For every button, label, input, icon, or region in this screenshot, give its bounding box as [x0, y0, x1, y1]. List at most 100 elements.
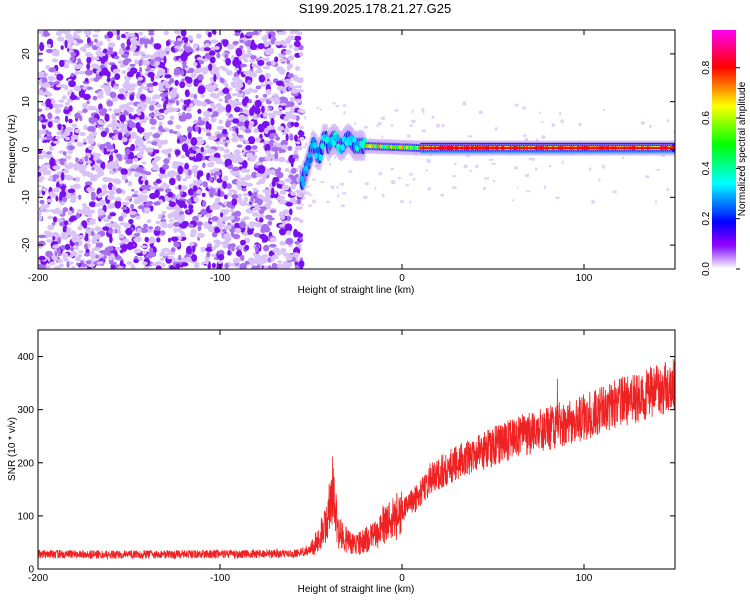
colorbar-band: [712, 113, 736, 117]
heatmap-cell: [238, 244, 244, 250]
heatmap-cell: [52, 216, 58, 223]
colorbar-band: [712, 33, 736, 37]
heatmap-cell: [362, 195, 368, 199]
colorbar-band: [712, 177, 736, 180]
heatmap-cell: [67, 145, 75, 151]
colorbar-band: [712, 147, 736, 151]
heatmap-cell: [169, 115, 175, 120]
heatmap-cell: [103, 86, 112, 91]
heatmap-cell: [172, 161, 178, 166]
heatmap-cell: [159, 139, 166, 145]
heatmap-cell: [283, 115, 290, 122]
heatmap-cell: [70, 198, 77, 204]
heatmap-cell: [73, 167, 80, 171]
heatmap-cell: [183, 99, 189, 105]
heatmap-cell: [239, 221, 246, 229]
heatmap-cell: [184, 162, 190, 171]
heatmap-cell: [259, 83, 268, 87]
heatmap-cell: [196, 173, 201, 180]
heatmap-cell: [176, 161, 184, 167]
heatmap-cell: [108, 132, 113, 138]
heatmap-cell: [39, 199, 45, 205]
heatmap-cell: [38, 167, 45, 173]
colorbar-band: [712, 55, 736, 59]
heatmap-cell: [245, 31, 254, 37]
heatmap-cell: [46, 239, 53, 243]
heatmap-cell: [144, 41, 148, 49]
heatmap-cell: [232, 40, 239, 45]
heatmap-cell: [53, 70, 60, 75]
heatmap-cell: [186, 107, 192, 112]
heatmap-cell: [80, 263, 88, 267]
heatmap-cell: [560, 119, 564, 124]
heatmap-cell: [290, 175, 297, 181]
heatmap-cell: [67, 90, 71, 96]
heatmap-cell: [298, 260, 305, 268]
x-tick-label: 0: [399, 273, 405, 284]
heatmap-cell: [258, 206, 267, 212]
heatmap-cell: [113, 135, 119, 139]
heatmap-cell: [83, 210, 92, 216]
heatmap-cell: [62, 207, 69, 213]
heatmap-cell: [100, 161, 106, 170]
colorbar-band: [712, 95, 736, 99]
heatmap-cell: [75, 176, 80, 183]
colorbar-band: [712, 251, 736, 254]
snr-x-ticks: -200 -100 0 100: [28, 330, 593, 584]
heatmap-cell: [165, 83, 171, 89]
heatmap-cell: [114, 250, 118, 257]
colorbar-band: [712, 209, 736, 212]
heatmap-cell: [287, 55, 295, 61]
heatmap-cell: [272, 247, 281, 254]
heatmap-cell: [196, 33, 202, 39]
heatmap-cell: [234, 210, 242, 217]
heatmap-cell: [213, 46, 220, 50]
heatmap-cell: [49, 209, 56, 213]
heatmap-cell: [111, 121, 120, 127]
heatmap-cell: [86, 63, 91, 70]
colorbar-band: [712, 141, 736, 145]
heatmap-cell: [254, 99, 262, 108]
heatmap-cell: [107, 31, 113, 39]
heatmap-cell: [144, 171, 152, 176]
heatmap-cell: [231, 93, 238, 97]
heatmap-cell: [348, 170, 353, 173]
heatmap-cell: [196, 67, 204, 73]
heatmap-cell: [140, 55, 146, 60]
heatmap-cell: [486, 176, 490, 180]
heatmap-cell: [243, 231, 248, 237]
heatmap-cell: [226, 72, 233, 76]
heatmap-cell: [76, 209, 83, 214]
heatmap-cell: [119, 260, 124, 267]
heatmap-cell: [212, 66, 220, 73]
heatmap-cell: [82, 222, 88, 229]
colorbar-band: [712, 123, 736, 127]
heatmap-cell: [147, 83, 153, 88]
heatmap-cell: [149, 239, 156, 243]
heatmap-cell: [291, 183, 297, 190]
heatmap-cell: [55, 195, 59, 202]
heatmap-cell: [169, 77, 175, 84]
heatmap-cell: [262, 93, 268, 98]
heatmap-cell: [290, 121, 295, 127]
heatmap-cell: [226, 201, 233, 208]
colorbar-band: [712, 137, 736, 141]
heatmap-cell: [99, 144, 106, 151]
heatmap-cell: [177, 165, 184, 175]
heatmap-cell: [52, 52, 60, 57]
heatmap-cell: [125, 158, 133, 164]
heatmap-cell: [38, 189, 42, 195]
heatmap-cell: [231, 247, 235, 252]
heatmap-cell: [133, 258, 140, 264]
snr-panel: -200 -100 0 100 0 100 200 300 400 Height of str…: [7, 329, 676, 595]
heatmap-cell: [210, 117, 217, 123]
heatmap-cell: [209, 204, 215, 211]
heatmap-cell: [230, 103, 237, 108]
heatmap-cell: [243, 89, 251, 95]
heatmap-cell: [195, 152, 204, 162]
heatmap-cell: [243, 196, 249, 203]
heatmap-cell: [264, 73, 272, 78]
heatmap-cell: [185, 175, 192, 179]
heatmap-cell: [268, 33, 272, 40]
heatmap-cell: [232, 189, 238, 196]
